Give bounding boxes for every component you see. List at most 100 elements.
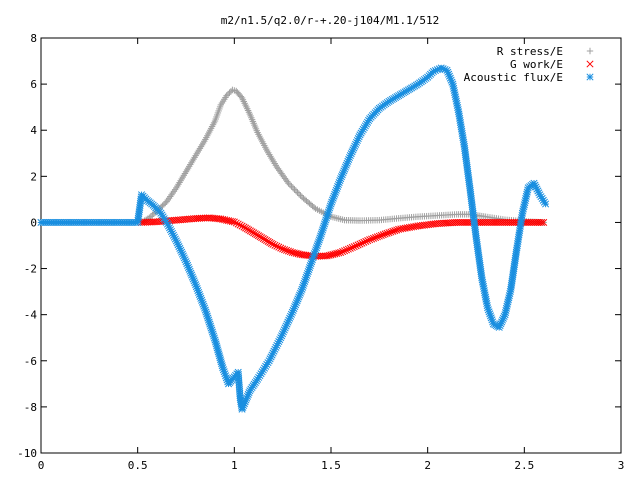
data-point: [149, 211, 156, 219]
data-point: [288, 183, 295, 190]
data-point: [271, 241, 279, 249]
x-tick-label: 2: [424, 459, 431, 472]
data-point: [397, 225, 405, 233]
data-point: [275, 167, 283, 174]
data-point: [284, 247, 293, 255]
data-point: [160, 201, 168, 208]
data-point: [228, 218, 236, 226]
y-tick-label: 0: [30, 216, 37, 229]
data-point: [405, 223, 413, 231]
data-point: [289, 184, 297, 192]
data-point: [275, 243, 283, 251]
data-point: [340, 247, 349, 255]
data-point: [226, 89, 233, 96]
data-point: [277, 168, 284, 176]
data-point: [379, 231, 387, 239]
data-point: [381, 230, 389, 238]
legend-marker: [586, 73, 594, 81]
data-point: [279, 171, 286, 179]
y-tick-label: -6: [24, 355, 37, 368]
data-point: [393, 226, 401, 234]
data-point: [282, 176, 290, 184]
data-point: [542, 200, 550, 208]
data-point: [147, 213, 155, 220]
data-point: [368, 235, 376, 243]
legend-label: R stress/E: [497, 45, 563, 58]
data-point: [232, 219, 240, 227]
data-point: [150, 210, 158, 217]
data-point: [408, 223, 416, 231]
data-point: [234, 220, 242, 228]
y-tick-label: -4: [24, 309, 38, 322]
data-point: [354, 241, 362, 249]
x-tick-label: 2.5: [514, 459, 534, 472]
legend-marker-glyph: [586, 73, 594, 81]
data-point: [291, 186, 298, 193]
data-point: [358, 239, 366, 247]
data-point: [238, 222, 246, 230]
data-point: [403, 224, 411, 232]
legend-label: Acoustic flux/E: [464, 71, 563, 84]
y-tick-label: 8: [30, 32, 37, 45]
data-point: [362, 237, 370, 246]
legend-marker-glyph: [586, 47, 594, 55]
data-point: [356, 240, 364, 248]
data-point: [292, 187, 300, 195]
data-point: [295, 190, 303, 198]
data-point: [369, 234, 378, 242]
data-point: [346, 244, 354, 252]
series-3: [37, 64, 550, 413]
series-1: [138, 86, 547, 226]
data-point: [310, 204, 318, 211]
data-point: [278, 170, 285, 177]
data-point: [284, 178, 291, 185]
data-point: [223, 92, 230, 99]
data-point: [286, 181, 294, 188]
data-point: [281, 246, 289, 254]
data-point: [281, 175, 289, 182]
data-point: [540, 218, 548, 226]
y-tick-label: -2: [24, 263, 37, 276]
data-point: [364, 237, 372, 245]
data-point: [538, 218, 546, 226]
legend-label: G work/E: [510, 58, 563, 71]
data-point: [224, 90, 232, 98]
data-point: [383, 229, 391, 237]
data-point: [350, 243, 358, 251]
data-point: [279, 245, 287, 253]
data-point: [373, 233, 381, 241]
data-point: [294, 189, 301, 196]
data-point: [337, 248, 345, 256]
y-tick-label: 6: [30, 78, 37, 91]
data-point: [286, 248, 294, 256]
legend-marker-glyph: [586, 60, 594, 68]
data-point: [344, 245, 352, 253]
data-point: [297, 192, 304, 199]
data-marks: [37, 64, 550, 413]
legend-marker: [586, 47, 594, 55]
data-point: [410, 223, 418, 231]
data-point: [348, 243, 356, 252]
data-point: [236, 221, 244, 229]
data-point: [335, 249, 343, 257]
x-tick-label: 0.5: [128, 459, 148, 472]
data-point: [159, 202, 166, 209]
data-point: [274, 165, 282, 172]
data-point: [282, 246, 291, 254]
axis-ticks: 0 0.5 1 1.5 2 2.5 3 -10 -8 -6 -4 -2 0 2 4 6 8: [17, 32, 624, 472]
chart-title: m2/n1.5/q2.0/r-+.20-j104/M1.1/512: [221, 14, 440, 27]
data-point: [377, 231, 385, 239]
x-tick-label: 0: [38, 459, 45, 472]
data-point: [352, 242, 360, 250]
x-tick-label: 3: [618, 459, 625, 472]
data-point: [339, 248, 347, 256]
data-point: [342, 246, 351, 254]
data-point: [280, 173, 288, 180]
data-point: [285, 180, 292, 187]
x-tick-label: 1: [231, 459, 238, 472]
y-tick-label: 2: [30, 170, 37, 183]
data-point: [371, 234, 380, 242]
data-point: [360, 238, 368, 246]
